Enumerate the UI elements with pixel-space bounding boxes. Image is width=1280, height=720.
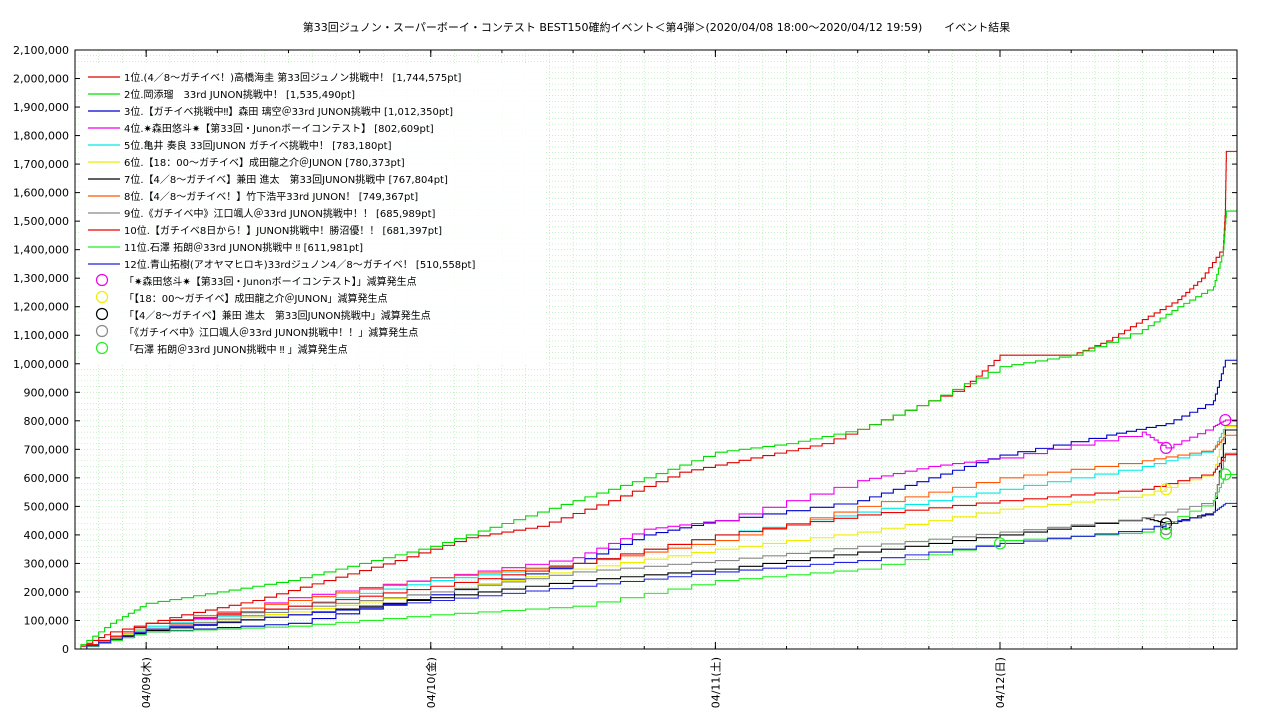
legend-label: 9位.《ガチイベ中》江口颯人＠33rd JUNON挑戦中！！ [685,989p… xyxy=(124,207,436,220)
series-line-11 xyxy=(75,473,1237,650)
series-line-12 xyxy=(75,502,1237,650)
legend-label: 「【18：00～ガチイベ】成田龍之介＠JUNON」減算発生点 xyxy=(124,292,388,305)
axes: 0 100,000 200,000 300,000 400,000 500,000 600,… xyxy=(13,44,1237,708)
series-line-3 xyxy=(75,359,1237,650)
legend-label: 11位.石澤 拓朗＠33rd JUNON挑戦中 ‼ [611,981pt] xyxy=(124,241,363,254)
legend-label: 7位.【4／8～ガチイベ】兼田 進太 第33回JUNON挑戦中 [767,804… xyxy=(124,173,448,186)
y-tick-label: 1,900,000 xyxy=(13,101,69,114)
series-line-6 xyxy=(75,425,1237,650)
x-tick-label: 04/10(金) xyxy=(424,657,438,708)
legend-label: 4位.✷森田悠斗✷【第33回・Junonボーイコンテスト】 [802,609pt… xyxy=(124,122,434,135)
legend-label: 12位.青山拓樹(アオヤマヒロキ)33rdジュノン4／8～ガチイベ！ [510,… xyxy=(124,258,475,271)
subtraction-marker-1 xyxy=(1159,441,1173,455)
series-line-10 xyxy=(75,454,1237,650)
legend-marker xyxy=(95,341,109,355)
legend-label: 「石澤 拓朗＠33rd JUNON挑戦中 ‼ 」減算発生点 xyxy=(124,343,348,356)
legend-label: 1位.(4／8～ガチイベ！)高橋海圭 第33回ジュノン挑戦中！ [1,744,5… xyxy=(124,71,462,84)
chart-title: 第33回ジュノン・スーパーボーイ・コンテスト BEST150確約イベント＜第4弾… xyxy=(302,21,1011,34)
y-tick-label: 2,000,000 xyxy=(13,73,69,86)
x-tick-label: 04/11(土) xyxy=(709,657,722,708)
subtraction-marker-5 xyxy=(1159,527,1173,540)
y-tick-label: 900,000 xyxy=(24,386,70,399)
y-tick-label: 400,000 xyxy=(24,529,70,542)
legend-marker xyxy=(95,324,109,338)
y-tick-label: 0 xyxy=(62,643,69,656)
y-tick-label: 600,000 xyxy=(24,472,70,485)
legend-label: 3位.【ガチイベ挑戦中‼】森田 璃空＠33rd JUNON挑戦中 [1,012,… xyxy=(124,105,453,118)
y-tick-label: 800,000 xyxy=(24,415,70,428)
series-line-9 xyxy=(75,452,1237,650)
y-tick-label: 300,000 xyxy=(24,557,70,570)
subtraction-marker-4 xyxy=(1159,523,1173,536)
series-line-2 xyxy=(75,210,1237,650)
y-tick-label: 200,000 xyxy=(24,586,70,599)
legend-marker xyxy=(95,290,109,304)
subtraction-marker-2 xyxy=(1159,483,1173,496)
subtraction-marker-5 xyxy=(1219,468,1232,481)
y-tick-label: 1,300,000 xyxy=(13,272,69,285)
subtraction-marker-3 xyxy=(1159,517,1173,530)
subtraction-markers xyxy=(993,413,1232,550)
y-tick-label: 1,700,000 xyxy=(13,158,69,171)
legend-marker xyxy=(95,307,109,321)
y-tick-label: 1,600,000 xyxy=(13,187,69,200)
subtraction-marker-1 xyxy=(1219,413,1232,427)
legend-label: 「《ガチイベ中》江口颯人＠33rd JUNON挑戦中！！」減算発生点 xyxy=(124,326,418,339)
series-line-1 xyxy=(75,150,1237,650)
y-tick-label: 700,000 xyxy=(24,443,70,456)
y-tick-label: 1,800,000 xyxy=(13,130,69,143)
series-line-8 xyxy=(75,434,1237,650)
legend: 1位.(4／8～ガチイベ！)高橋海圭 第33回ジュノン挑戦中！ [1,744,5… xyxy=(80,64,545,364)
legend-label: 8位.【4／8～ガチイベ！】竹下浩平33rd JUNON！ [749,367pt… xyxy=(124,190,418,203)
y-tick-label: 1,400,000 xyxy=(13,244,69,257)
y-tick-label: 100,000 xyxy=(24,614,70,627)
legend-label: 2位.岡添瑠 33rd JUNON挑戦中！ [1,535,490pt] xyxy=(124,88,355,101)
series-line-4 xyxy=(75,419,1237,650)
legend-box xyxy=(80,64,545,364)
legend-label: 「【4／8～ガチイベ】兼田 進太 第33回JUNON挑戦中」減算発生点 xyxy=(124,309,431,322)
x-tick-label: 04/12(日) xyxy=(994,657,1007,708)
y-tick-label: 500,000 xyxy=(24,500,70,513)
series-lines xyxy=(75,150,1237,650)
legend-marker xyxy=(95,273,109,287)
y-tick-label: 1,100,000 xyxy=(13,329,69,342)
legend-label: 6位.【18：00～ガチイベ】成田龍之介＠JUNON [780,373pt] xyxy=(124,156,405,169)
y-tick-label: 1,000,000 xyxy=(13,358,69,371)
legend-label: 10位.【ガチイベ8日から！】JUNON挑戦中！勝沼優！！ [681,397pt… xyxy=(124,224,442,237)
legend-label: 5位.亀井 奏良 33回JUNON ガチイベ挑戦中！ [783,180pt] xyxy=(124,139,392,152)
y-tick-label: 1,200,000 xyxy=(13,301,69,314)
y-tick-label: 1,500,000 xyxy=(13,215,69,228)
plot-frame xyxy=(74,49,1238,650)
subtraction-marker-5 xyxy=(993,537,1007,550)
x-tick-label: 04/09(木) xyxy=(140,657,153,708)
y-tick-label: 2,100,000 xyxy=(13,44,69,57)
legend-label: 「✷森田悠斗✷【第33回・Junonボーイコンテスト】」減算発生点 xyxy=(124,275,417,288)
